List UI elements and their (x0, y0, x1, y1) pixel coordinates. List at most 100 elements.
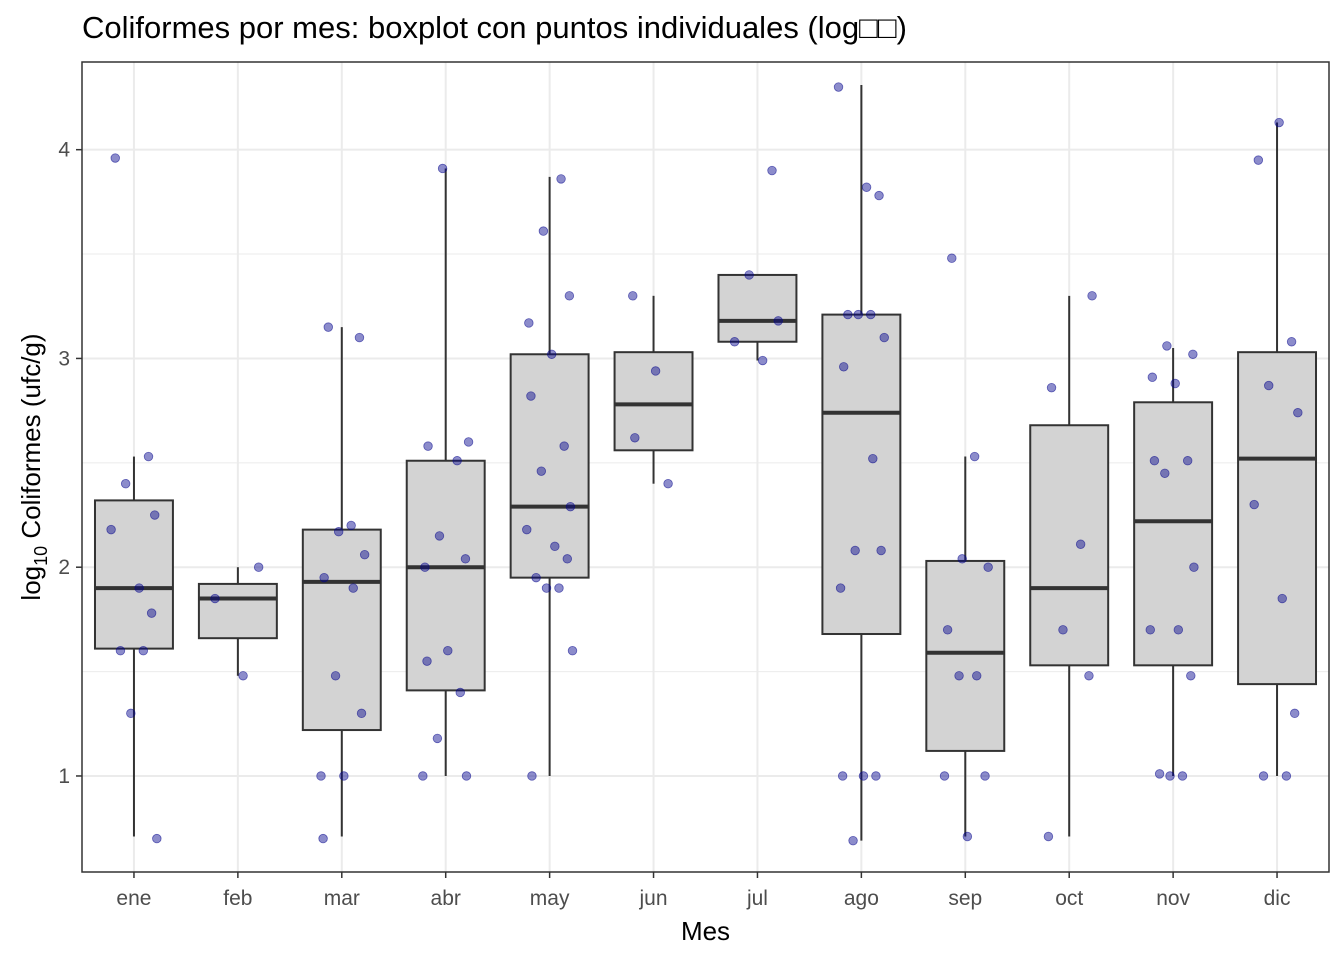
data-point-abr (422, 656, 432, 666)
y-axis-title: log10 Coliformes (ufc/g) (16, 333, 51, 600)
y-axis-title-rest: Coliformes (ufc/g) (16, 333, 46, 545)
data-point-oct (1087, 291, 1097, 301)
data-point-ago (861, 182, 872, 192)
x-tick-label-oct: oct (1055, 887, 1083, 910)
data-point-mar (330, 671, 341, 681)
data-point-dic (1277, 593, 1287, 604)
data-point-oct (1043, 831, 1054, 842)
box-nov (1133, 348, 1214, 776)
x-tick-label-jul: jul (746, 887, 768, 910)
data-point-ago (833, 82, 844, 92)
data-point-jul (767, 165, 777, 176)
y-axis: 1 2 3 4 (58, 139, 82, 788)
data-point-may (550, 541, 560, 552)
data-point-jun (650, 366, 661, 376)
data-point-abr (434, 531, 445, 541)
data-point-mar (323, 322, 333, 332)
data-point-may (541, 583, 552, 593)
data-point-ago (874, 190, 884, 201)
data-point-feb (210, 593, 220, 604)
x-axis: ene feb mar abr may jun jul ago sep oct nov dic (116, 872, 1290, 910)
x-tick-label-ene: ene (116, 887, 151, 910)
box-iqr (821, 313, 902, 636)
data-point-nov (1182, 456, 1193, 466)
data-point-mar (354, 332, 365, 343)
data-point-mar (346, 520, 356, 531)
data-point-mar (348, 583, 358, 593)
data-point-mar (359, 549, 370, 560)
data-point-ago (850, 545, 860, 556)
data-point-sep (972, 671, 982, 681)
data-point-sep (980, 771, 990, 781)
chart-title: Coliformes por mes: boxplot con puntos i… (82, 10, 907, 45)
data-point-nov (1165, 771, 1175, 781)
data-point-ene (146, 608, 157, 618)
data-point-ene (143, 451, 154, 462)
data-point-ago (876, 545, 886, 556)
data-point-oct (1084, 671, 1094, 681)
data-point-ene (126, 708, 136, 719)
x-tick-label-jun: jun (639, 887, 668, 910)
data-point-abr (452, 456, 462, 466)
box-iqr (1237, 351, 1318, 686)
data-point-ene (106, 524, 116, 535)
data-point-oct (1058, 625, 1068, 635)
data-point-nov (1170, 378, 1180, 389)
data-point-ago (868, 453, 878, 464)
y-axis-title-log: log (16, 566, 46, 601)
data-point-mar (339, 771, 349, 781)
data-point-dic (1253, 155, 1264, 165)
x-tick-label-abr: abr (431, 887, 461, 910)
data-point-sep (939, 771, 950, 781)
data-point-abr (460, 554, 471, 564)
data-point-jun (663, 479, 673, 489)
data-point-nov (1147, 372, 1158, 382)
y-tick-label: 1 (58, 765, 70, 788)
data-point-dic (1293, 408, 1303, 418)
data-point-ene (134, 583, 144, 593)
data-point-nov (1177, 771, 1188, 781)
box-iqr (1029, 424, 1110, 667)
panel-border (81, 61, 1330, 873)
box-abr (405, 168, 486, 776)
data-point-ago (853, 309, 863, 320)
data-point-abr (461, 771, 472, 781)
data-point-ago (848, 835, 858, 846)
data-point-nov (1160, 468, 1170, 478)
data-point-may (554, 583, 564, 593)
data-point-dic (1290, 708, 1300, 719)
box-iqr (717, 273, 798, 343)
data-point-sep (954, 671, 964, 681)
data-point-sep (942, 625, 953, 635)
box-iqr (93, 499, 174, 650)
box-ene (93, 456, 174, 837)
data-point-ago (866, 309, 876, 320)
x-tick-label-nov: nov (1156, 887, 1190, 910)
data-point-dic (1249, 499, 1259, 510)
data-point-ago (839, 362, 849, 372)
data-point-abr (418, 771, 428, 781)
data-point-abr (432, 733, 443, 744)
data-point-may (524, 318, 534, 328)
data-point-nov (1189, 562, 1199, 572)
box-iqr (1133, 401, 1214, 667)
data-point-nov (1173, 625, 1184, 635)
data-point-abr (437, 163, 448, 174)
box-iqr (197, 582, 278, 640)
data-point-ene (115, 646, 126, 656)
data-point-mar (319, 572, 329, 583)
x-tick-label-ago: ago (844, 887, 879, 910)
data-point-ene (150, 510, 160, 520)
data-point-may (547, 349, 557, 359)
data-point-ago (879, 332, 889, 343)
box-mar (301, 327, 382, 837)
data-point-mar (316, 771, 326, 781)
data-point-may (538, 226, 549, 236)
data-point-nov (1186, 671, 1196, 681)
data-point-may (564, 291, 575, 301)
box-jun (613, 295, 694, 484)
data-point-dic (1258, 771, 1269, 781)
data-point-may (562, 554, 572, 564)
data-point-dic (1281, 771, 1292, 781)
